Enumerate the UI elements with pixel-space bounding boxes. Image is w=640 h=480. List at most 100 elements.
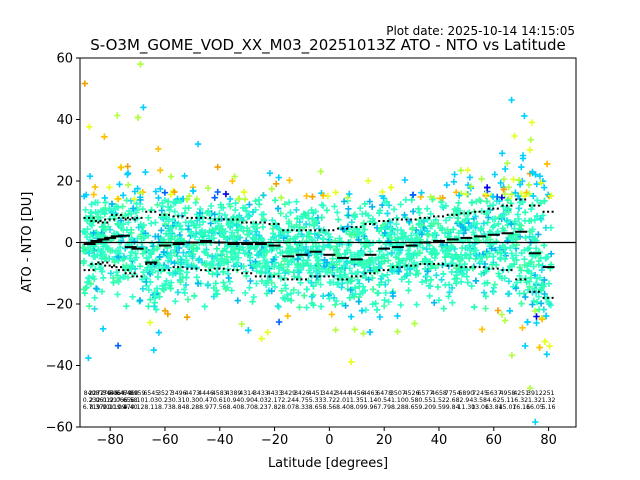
- scatter-point: [239, 244, 246, 251]
- scatter-point: [172, 221, 180, 228]
- scatter-point: [397, 201, 404, 208]
- scatter-point: [469, 265, 476, 272]
- scatter-point: [193, 274, 200, 281]
- scatter-point: [532, 418, 539, 426]
- bin-stat-s: 7.79: [377, 404, 391, 411]
- scatter-point: [396, 260, 404, 267]
- scatter-point: [154, 201, 161, 208]
- scatter-point: [101, 133, 108, 140]
- scatter-point: [140, 269, 147, 276]
- scatter-point: [526, 283, 533, 290]
- scatter-point: [449, 299, 456, 306]
- scatter-point: [274, 205, 282, 212]
- scatter-point: [155, 233, 162, 240]
- scatter-point: [167, 258, 175, 265]
- scatter-point: [538, 266, 545, 274]
- scatter-point: [505, 290, 512, 298]
- bin-stat-s: 8.97: [199, 404, 213, 411]
- scatter-point: [434, 283, 442, 291]
- scatter-point: [142, 169, 149, 176]
- scatter-point: [420, 218, 427, 225]
- scatter-point: [296, 223, 304, 231]
- bin-stat-n: 3446: [102, 390, 118, 397]
- std-markers: [83, 198, 555, 299]
- scatter-point: [504, 237, 511, 245]
- scatter-point: [521, 261, 528, 269]
- scatter-point: [194, 140, 202, 148]
- scatter-point: [376, 313, 384, 321]
- bin-stat-n: 6577: [417, 390, 433, 397]
- scatter-point: [102, 199, 109, 206]
- scatter-point: [294, 262, 302, 269]
- scatter-point: [346, 230, 354, 237]
- scatter-point: [529, 301, 536, 308]
- scatter-point: [494, 307, 502, 314]
- bin-stat-m: 0.23: [83, 397, 97, 404]
- scatter-point: [425, 282, 433, 289]
- scatter-point: [178, 226, 185, 233]
- scatter-point: [320, 192, 327, 199]
- scatter-point: [338, 284, 345, 291]
- bin-stat-m: 1.32: [528, 397, 542, 404]
- scatter-point: [284, 312, 291, 320]
- scatter-point: [155, 194, 162, 202]
- scatter-point: [329, 255, 336, 262]
- scatter-point: [251, 245, 258, 252]
- scatter-point: [220, 279, 227, 286]
- scatter-point: [180, 249, 187, 256]
- scatter-point: [122, 212, 129, 219]
- scatter-point: [268, 185, 275, 193]
- scatter-point: [528, 205, 535, 213]
- scatter-point: [442, 217, 450, 224]
- scatter-point: [548, 250, 555, 257]
- scatter-point: [430, 220, 437, 227]
- scatter-point: [162, 221, 169, 228]
- scatter-point: [335, 216, 342, 223]
- scatter-point: [155, 329, 162, 336]
- scatter-point: [240, 263, 247, 270]
- scatter-point: [399, 235, 407, 242]
- scatter-point: [90, 191, 97, 198]
- scatter-point: [424, 205, 431, 212]
- scatter-point: [172, 270, 179, 277]
- bin-stat-s: 8.40: [336, 404, 350, 411]
- x-tick-label: 0: [325, 433, 333, 448]
- scatter-point: [385, 277, 392, 284]
- scatter-point: [151, 289, 158, 296]
- scatter-point: [440, 270, 447, 278]
- scatter-point: [290, 286, 297, 293]
- scatter-point: [281, 296, 289, 303]
- scatter-point: [459, 271, 466, 278]
- scatter-point: [322, 268, 329, 275]
- scatter-point: [431, 299, 438, 306]
- scatter-point: [319, 235, 327, 243]
- scatter-point: [542, 312, 550, 320]
- scatter-point: [253, 231, 260, 238]
- scatter-point: [222, 190, 230, 198]
- scatter-point: [268, 279, 275, 286]
- scatter-point: [275, 263, 282, 270]
- bin-stat-s: 8.73: [158, 404, 172, 411]
- scatter-point: [312, 247, 320, 254]
- x-axis-label: Latitude [degrees]: [268, 456, 388, 471]
- bin-stat-s: 6.71: [83, 404, 97, 411]
- scatter-point: [502, 165, 509, 173]
- bin-stat-m: 2.01: [336, 397, 350, 404]
- scatter-point: [114, 112, 121, 119]
- scatter-point: [128, 262, 135, 269]
- scatter-point: [473, 252, 480, 259]
- scatter-point: [139, 206, 146, 213]
- scatter-point: [235, 217, 242, 225]
- scatter-point: [241, 196, 249, 203]
- scatter-point: [321, 256, 328, 264]
- bin-stat-n: 4314: [239, 390, 255, 397]
- scatter-point: [131, 265, 139, 272]
- bin-stat-n: 4456: [349, 390, 365, 397]
- scatter-point: [170, 249, 178, 257]
- scatter-point: [187, 228, 195, 235]
- scatter-point: [506, 263, 514, 270]
- scatter-point: [281, 257, 288, 265]
- scatter-point: [312, 239, 319, 247]
- scatter-point: [525, 181, 533, 189]
- scatter-point: [312, 268, 320, 276]
